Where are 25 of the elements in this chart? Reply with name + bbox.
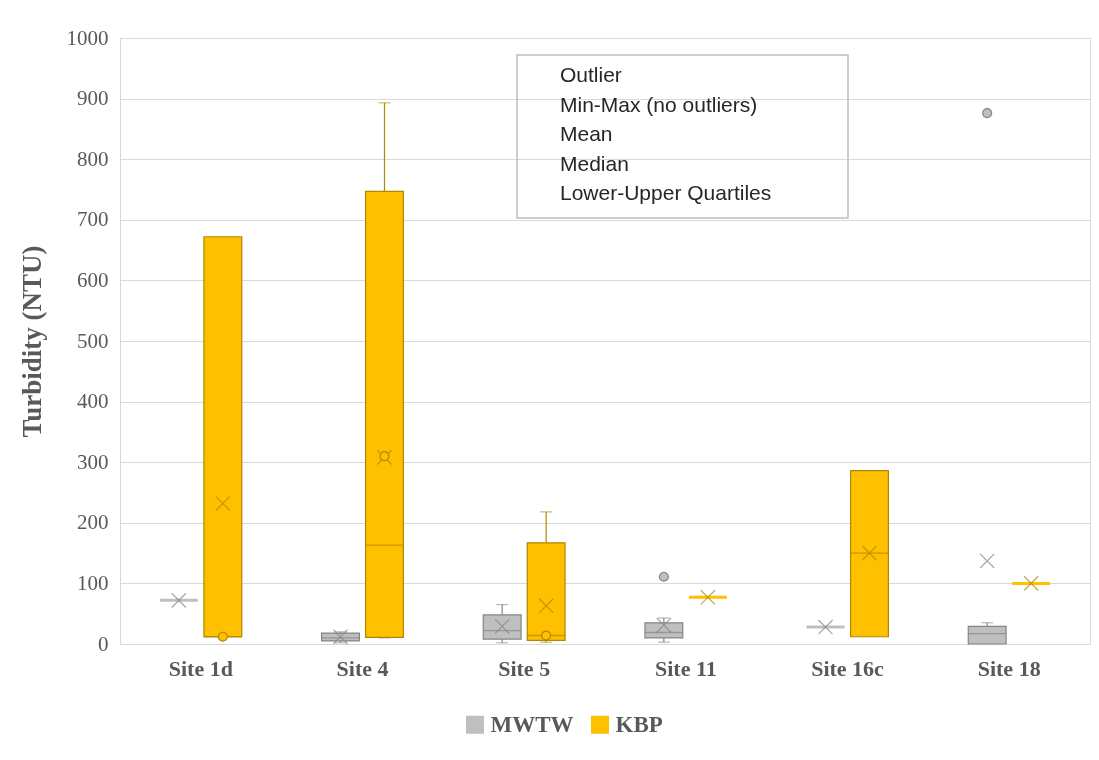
annotation: Lower-Upper Quartiles: [560, 181, 772, 204]
y-tick-label: 700: [77, 207, 109, 232]
x-tick-label: Site 11: [654, 655, 717, 681]
x-tick-label: Site 4: [336, 655, 389, 681]
y-tick-label: 800: [77, 146, 109, 171]
annotation: Min-Max (no outliers): [560, 92, 758, 116]
y-axis-title: Turbidity (NTU): [16, 245, 47, 438]
annotation: Outlier: [560, 63, 622, 86]
x-tick-label: Site 16c: [811, 655, 885, 681]
y-tick-label: 400: [77, 389, 109, 414]
y-tick-label: 300: [77, 449, 109, 474]
x-tick-label: Site 18: [977, 655, 1041, 681]
y-tick-label: 200: [77, 510, 109, 535]
x-tick-label: Site 1d: [168, 655, 233, 681]
y-tick-label: 100: [77, 570, 109, 595]
x-tick-label: Site 5: [498, 655, 551, 681]
y-tick-label: 600: [77, 267, 109, 292]
legend-label: KBP: [615, 711, 663, 737]
y-tick-label: 1000: [66, 25, 109, 50]
y-tick-label: 0: [98, 631, 109, 656]
annotation: Mean: [560, 122, 613, 145]
y-tick-label: 900: [77, 86, 109, 111]
y-tick-label: 500: [77, 328, 109, 353]
legend-label: MWTW: [490, 711, 574, 737]
annotation: Median: [560, 151, 629, 175]
